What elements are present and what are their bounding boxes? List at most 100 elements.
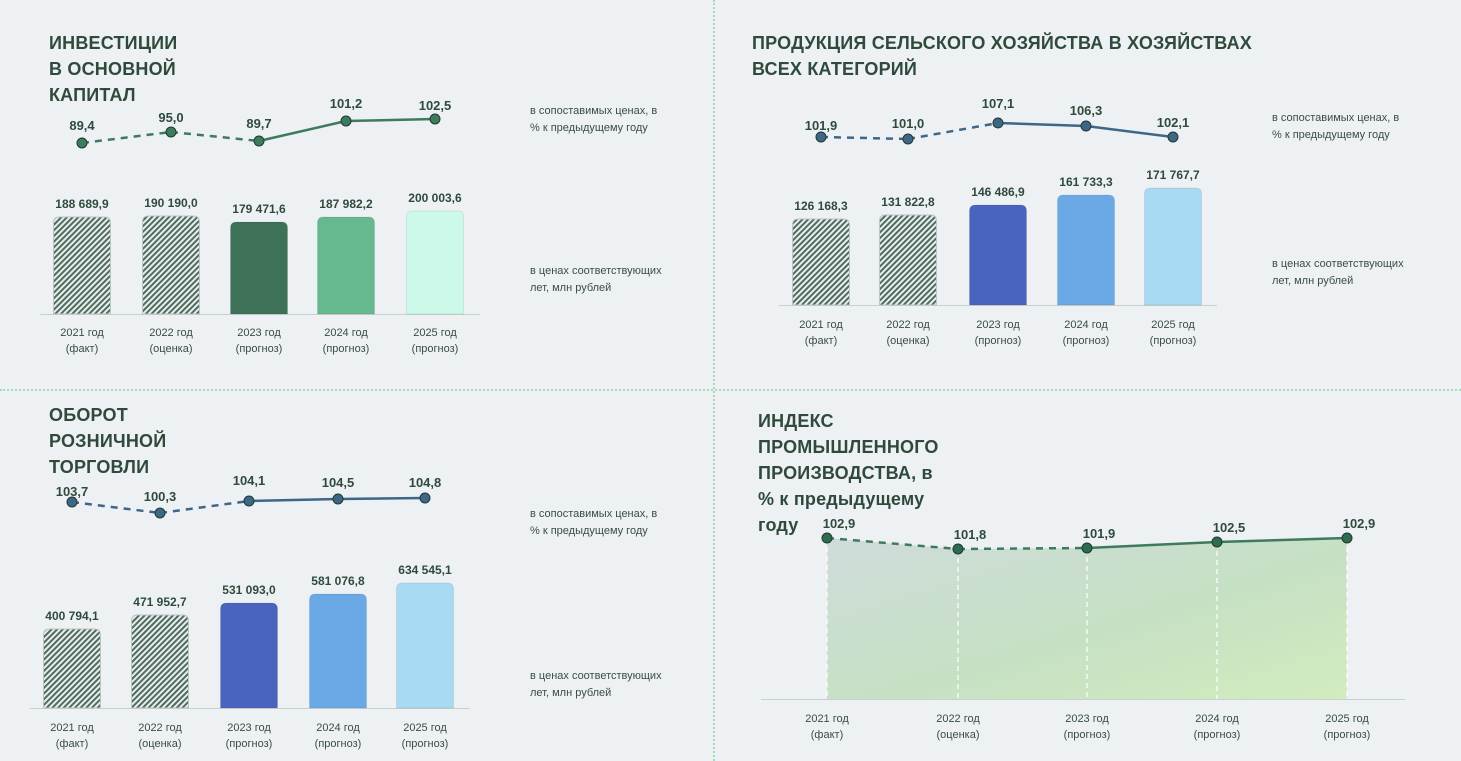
x-tick-label: 2025 год xyxy=(1325,713,1369,725)
index-line-segment xyxy=(997,121,1087,128)
x-tick-label: (прогноз) xyxy=(412,343,459,355)
chart-agriculture: 126 168,3 2021 год (факт) 131 822,8 2022 год… xyxy=(779,96,1217,347)
bar xyxy=(969,204,1027,306)
bar-value-label: 200 003,6 xyxy=(408,191,462,205)
index-point xyxy=(1080,120,1092,132)
bar-value-label: 531 093,0 xyxy=(222,583,276,597)
index-value-label: 104,1 xyxy=(233,473,266,488)
x-tick-label: (оценка) xyxy=(150,343,193,355)
index-point xyxy=(1341,532,1353,544)
bar xyxy=(879,214,937,306)
index-line-segment xyxy=(258,119,347,143)
index-point xyxy=(1167,131,1179,143)
vertical-divider xyxy=(713,0,715,761)
x-tick-label: (факт) xyxy=(811,729,843,741)
x-tick-label: (прогноз) xyxy=(323,343,370,355)
index-line-segment xyxy=(957,546,1088,551)
x-tick-label: (прогноз) xyxy=(1064,729,1111,741)
x-tick-label: (прогноз) xyxy=(1150,335,1197,347)
bar-value-label: 581 076,8 xyxy=(311,574,365,588)
bar-value-label: 146 486,9 xyxy=(971,185,1025,199)
x-tick-label: (прогноз) xyxy=(315,738,362,750)
index-value-label: 95,0 xyxy=(158,110,183,125)
panel-title: ОБОРОТ РОЗНИЧНОЙ ТОРГОВЛИ xyxy=(49,405,167,477)
index-value-label: 102,1 xyxy=(1157,115,1190,130)
x-tick-label: 2024 год xyxy=(316,722,360,734)
x-tick-label: 2024 год xyxy=(324,327,368,339)
index-line-segment xyxy=(170,130,260,143)
x-tick-label: (оценка) xyxy=(937,729,980,741)
index-line-segment xyxy=(820,135,909,141)
chart-industry: 102,9 2021 год (факт) 101,8 2022 год (оценка)… xyxy=(761,516,1405,741)
bar xyxy=(142,215,200,315)
note-comparable-prices: в сопоставимых ценах, в % к предыдущему … xyxy=(1272,112,1400,141)
x-tick-label: 2022 год xyxy=(886,319,930,331)
bar-value-label: 179 471,6 xyxy=(232,202,286,216)
note-current-prices: в ценах соответствующих лет, млн рублей xyxy=(1272,258,1404,287)
index-point xyxy=(1081,542,1093,554)
index-point xyxy=(992,117,1004,129)
x-tick-label: 2025 год xyxy=(1151,319,1195,331)
bar-value-label: 171 767,7 xyxy=(1146,168,1200,182)
index-line-segment xyxy=(248,497,339,503)
x-tick-label: (прогноз) xyxy=(1324,729,1371,741)
panel-title: ПРОДУКЦИЯ СЕЛЬСКОГО ХОЗЯЙСТВА В ХОЗЯЙСТВ… xyxy=(752,33,1252,79)
index-value-label: 104,5 xyxy=(322,475,355,490)
chart-retail: 400 794,1 2021 год (факт) 471 952,7 2022 год… xyxy=(30,473,470,750)
bar-value-label: 400 794,1 xyxy=(45,609,99,623)
note-comparable-prices: в сопоставимых ценах, в % к предыдущему … xyxy=(530,105,658,134)
index-line-segment xyxy=(907,121,999,141)
note-current-prices: в ценах соответствующих лет, млн рублей xyxy=(530,265,662,294)
index-line-segment xyxy=(1216,536,1348,544)
index-value-label: 103,7 xyxy=(56,484,89,499)
index-point xyxy=(76,137,88,149)
index-point xyxy=(66,496,78,508)
bar xyxy=(131,614,189,709)
x-tick-label: (прогноз) xyxy=(1063,335,1110,347)
index-point xyxy=(821,532,833,544)
bar xyxy=(309,593,367,709)
index-point xyxy=(340,115,352,127)
bar xyxy=(1057,194,1115,306)
index-point xyxy=(253,135,265,147)
x-tick-label: (прогноз) xyxy=(236,343,283,355)
panel-title: ИНДЕКС ПРОМЫШЛЕННОГО ПРОИЗВОДСТВА, в % к… xyxy=(758,411,939,535)
index-line-segment xyxy=(1086,540,1218,550)
x-tick-label: 2023 год xyxy=(976,319,1020,331)
x-tick-label: 2023 год xyxy=(227,722,271,734)
x-tick-label: (факт) xyxy=(66,343,98,355)
x-tick-label: 2025 год xyxy=(413,327,457,339)
x-tick-label: 2022 год xyxy=(149,327,193,339)
x-tick-label: 2022 год xyxy=(936,713,980,725)
bar-value-label: 188 689,9 xyxy=(55,197,109,211)
bar xyxy=(230,221,288,315)
index-line-segment xyxy=(345,117,436,123)
bar-value-label: 161 733,3 xyxy=(1059,175,1113,189)
index-point xyxy=(165,126,177,138)
index-value-label: 102,5 xyxy=(419,98,452,113)
index-value-label: 101,2 xyxy=(330,96,363,111)
bar-value-label: 131 822,8 xyxy=(881,195,935,209)
index-value-label: 89,7 xyxy=(246,116,271,131)
x-tick-label: 2021 год xyxy=(60,327,104,339)
index-point xyxy=(154,507,166,519)
index-value-label: 102,9 xyxy=(823,516,856,531)
index-line-segment xyxy=(1085,124,1174,139)
horizontal-divider xyxy=(0,389,1461,391)
x-tick-label: 2024 год xyxy=(1195,713,1239,725)
index-value-label: 89,4 xyxy=(69,118,95,133)
x-tick-label: (прогноз) xyxy=(975,335,1022,347)
bar-value-label: 187 982,2 xyxy=(319,197,373,211)
bar xyxy=(406,210,464,315)
index-value-label: 101,9 xyxy=(1083,526,1116,541)
bar xyxy=(220,602,278,709)
bar-value-label: 634 545,1 xyxy=(398,563,452,577)
x-tick-label: (оценка) xyxy=(887,335,930,347)
x-tick-label: 2025 год xyxy=(403,722,447,734)
index-point xyxy=(332,493,344,505)
bar xyxy=(53,216,111,315)
index-point xyxy=(429,113,441,125)
index-value-label: 100,3 xyxy=(144,489,177,504)
index-line-segment xyxy=(159,499,250,515)
bar-value-label: 471 952,7 xyxy=(133,595,187,609)
